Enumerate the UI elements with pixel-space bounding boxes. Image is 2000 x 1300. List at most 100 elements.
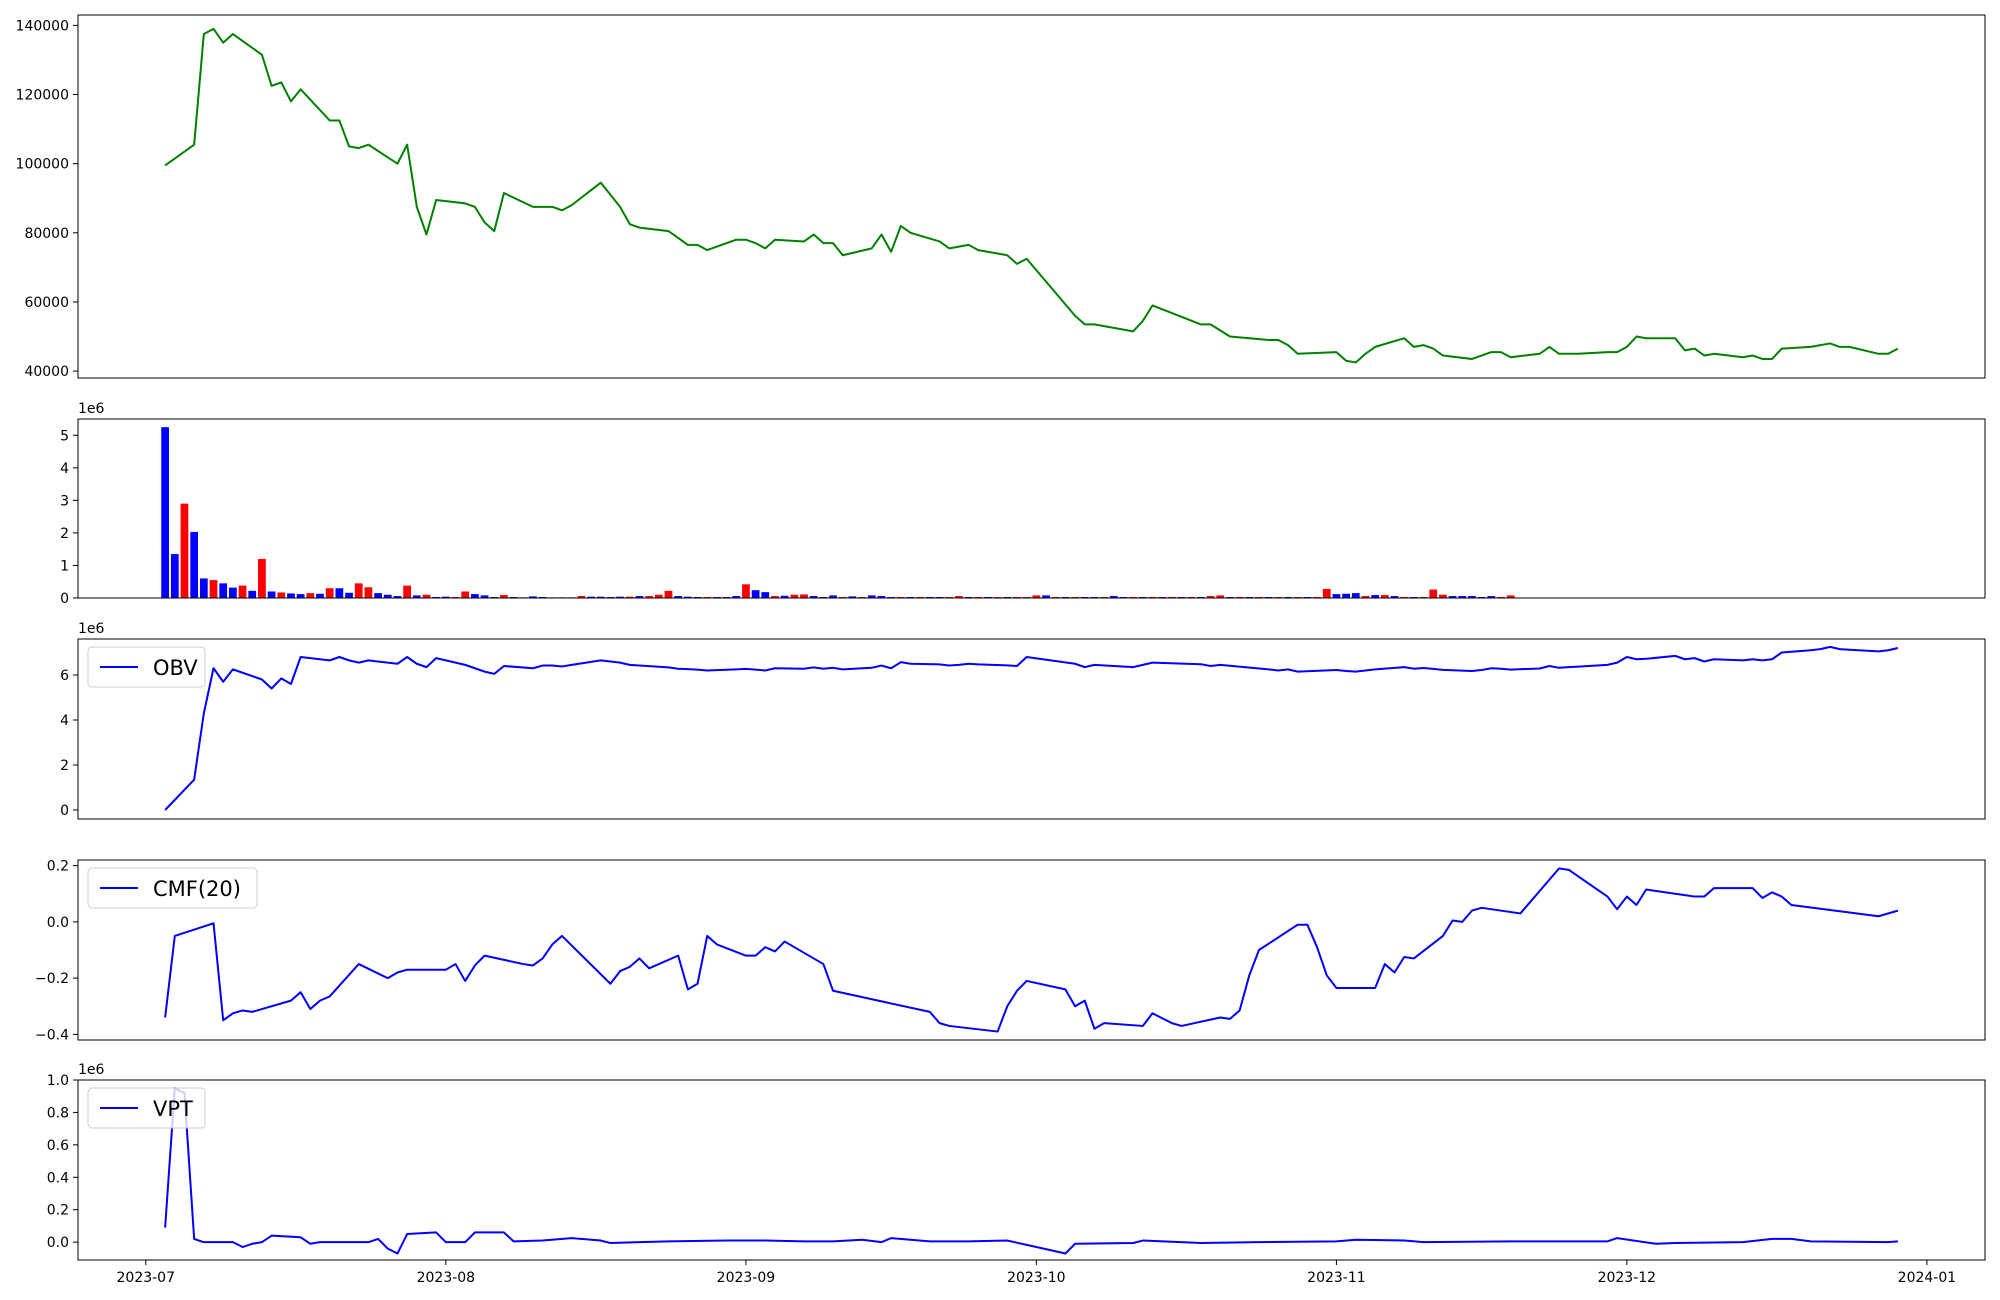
legend-obv: OBV xyxy=(87,646,206,688)
volume-bar xyxy=(1506,595,1515,598)
y-tick-label-cmf: 0.0 xyxy=(47,915,69,931)
volume-bar xyxy=(1390,596,1399,598)
series-line-obv xyxy=(164,645,1899,811)
offset-label-vpt: 1e6 xyxy=(78,1062,105,1078)
volume-bar xyxy=(587,596,595,598)
volume-bar xyxy=(345,592,353,598)
axes-frame-cmf xyxy=(77,859,1986,1041)
y-tick-label-vpt: 0.0 xyxy=(47,1235,69,1251)
y-tick-label-obv: 4 xyxy=(60,713,69,729)
legend-box-obv xyxy=(87,646,206,688)
volume-bar xyxy=(1342,593,1350,598)
y-tick-label-vpt: 0.6 xyxy=(47,1138,69,1154)
volume-bar xyxy=(616,596,624,598)
legend-label-vpt: VPT xyxy=(153,1097,193,1121)
y-tick-label-volume: 4 xyxy=(60,461,69,477)
y-tick-label-price: 60000 xyxy=(24,295,69,311)
volume-bar xyxy=(199,578,208,598)
y-tick-label-obv: 6 xyxy=(60,668,69,684)
x-tick-label: 2023-09 xyxy=(717,1270,776,1286)
panel-obv: 0 2 4 6 1e6 OBV xyxy=(60,621,1986,820)
volume-bar xyxy=(354,583,363,598)
plot-area-volume xyxy=(161,427,1515,598)
volume-bar xyxy=(403,585,411,598)
y-tick-label-price: 80000 xyxy=(24,226,69,242)
y-tick-label-cmf: 0.2 xyxy=(47,859,69,875)
volume-bar xyxy=(1458,596,1467,598)
volume-bar xyxy=(325,588,334,598)
volume-bar xyxy=(422,594,431,598)
y-tick-label-obv: 2 xyxy=(60,758,69,774)
plot-area-cmf xyxy=(164,867,1899,1033)
y-tick-label-volume: 1 xyxy=(60,558,69,574)
volume-bar xyxy=(316,593,324,598)
axes-frame-obv xyxy=(77,638,1986,820)
volume-bar xyxy=(1439,594,1447,598)
volume-bar xyxy=(1468,596,1476,598)
volume-bar xyxy=(412,595,421,598)
volume-bar xyxy=(335,588,344,598)
y-tick-label-volume: 3 xyxy=(60,493,69,509)
volume-bar xyxy=(374,593,382,598)
y-tick-label-price: 100000 xyxy=(16,157,69,173)
offset-label-obv: 1e6 xyxy=(78,621,105,637)
legend-cmf: CMF(20) xyxy=(87,867,258,909)
series-line-vpt xyxy=(164,1087,1898,1255)
volume-bar xyxy=(1032,595,1041,598)
y-tick-label-price: 40000 xyxy=(24,364,69,380)
volume-bar xyxy=(809,596,818,598)
y-tick-label-volume: 5 xyxy=(60,428,69,444)
volume-bar xyxy=(674,596,683,598)
panel-cmf: −0.4 −0.2 0.0 0.2 CMF(20) xyxy=(35,859,1986,1043)
volume-bar xyxy=(1487,596,1496,598)
volume-bar xyxy=(1351,593,1360,598)
volume-bar xyxy=(461,591,470,598)
volume-bar xyxy=(1448,596,1457,598)
volume-bar xyxy=(500,595,508,598)
volume-bar xyxy=(238,585,247,598)
volume-bar xyxy=(190,531,199,598)
volume-bar xyxy=(1042,595,1050,598)
volume-bar xyxy=(277,592,286,598)
volume-bar xyxy=(800,594,808,598)
plot-area-obv xyxy=(164,645,1899,811)
y-tick-label-cmf: −0.4 xyxy=(35,1027,69,1043)
volume-bar xyxy=(780,595,789,598)
volume-bar xyxy=(1206,596,1215,598)
volume-bar xyxy=(867,595,876,598)
y-tick-label-obv: 0 xyxy=(60,803,69,819)
volume-bar xyxy=(790,594,799,598)
volume-bar xyxy=(577,596,586,598)
y-tick-label-vpt: 0.8 xyxy=(47,1105,69,1121)
volume-bar xyxy=(393,596,402,598)
volume-bar xyxy=(1322,588,1331,598)
volume-bar xyxy=(471,594,479,598)
legend-label-obv: OBV xyxy=(153,656,198,680)
axes-frame-vpt xyxy=(77,1079,1986,1261)
series-line-cmf xyxy=(164,867,1899,1033)
volume-bar xyxy=(219,583,228,598)
volume-bar xyxy=(1332,594,1341,598)
x-tick-label: 2023-11 xyxy=(1307,1270,1366,1286)
volume-bar xyxy=(635,596,644,598)
y-tick-label-vpt: 0.4 xyxy=(47,1170,69,1186)
volume-bar xyxy=(829,595,837,598)
volume-bar xyxy=(654,594,663,598)
plot-area-price xyxy=(164,27,1899,364)
volume-bar xyxy=(625,596,634,598)
volume-bar xyxy=(1109,596,1118,598)
volume-bar xyxy=(761,592,770,598)
volume-bar xyxy=(664,590,673,598)
volume-bar xyxy=(742,584,750,598)
y-tick-label-price: 120000 xyxy=(16,88,69,104)
panel-volume: 0 1 2 3 4 5 1e6 xyxy=(60,401,1986,607)
axes-frame-volume xyxy=(77,418,1986,599)
y-tick-label-price: 140000 xyxy=(16,18,69,34)
volume-bar xyxy=(1216,595,1225,598)
x-tick-label: 2024-01 xyxy=(1898,1270,1957,1286)
volume-bar xyxy=(771,596,779,598)
series-line-price xyxy=(164,27,1899,364)
volume-bar xyxy=(209,580,218,598)
volume-bar xyxy=(955,596,963,598)
x-tick-label: 2023-07 xyxy=(117,1270,176,1286)
